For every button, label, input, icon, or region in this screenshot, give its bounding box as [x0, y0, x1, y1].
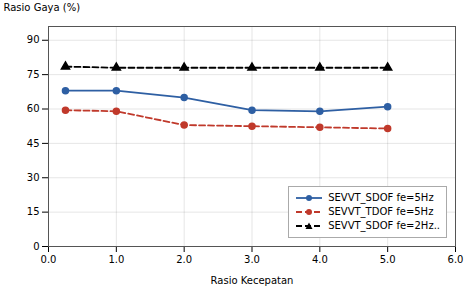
- svg-text:4.0: 4.0: [312, 254, 328, 265]
- svg-text:Rasio Kecepatan: Rasio Kecepatan: [211, 275, 294, 286]
- svg-text:Rasio Gaya (%): Rasio Gaya (%): [4, 2, 81, 13]
- svg-text:75: 75: [27, 69, 40, 80]
- svg-text:90: 90: [27, 34, 40, 45]
- svg-text:2.0: 2.0: [176, 254, 192, 265]
- svg-text:5.0: 5.0: [380, 254, 396, 265]
- svg-text:6.0: 6.0: [448, 254, 464, 265]
- svg-text:30: 30: [27, 172, 40, 183]
- svg-text:15: 15: [27, 206, 40, 217]
- html-text:SEVVT_SDOF fe=2Hz..: SEVVT_SDOF fe=2Hz..: [328, 220, 440, 231]
- html-text:SEVVT_TDOF fe=5Hz: SEVVT_TDOF fe=5Hz: [328, 206, 434, 217]
- svg-text:60: 60: [27, 103, 40, 114]
- svg-text:1.0: 1.0: [108, 254, 124, 265]
- svg-text:3.0: 3.0: [244, 254, 260, 265]
- html-text:SEVVT_SDOF fe=5Hz: SEVVT_SDOF fe=5Hz: [328, 192, 434, 203]
- svg-text:0: 0: [33, 241, 39, 252]
- svg-text:0.0: 0.0: [41, 254, 57, 265]
- svg-text:45: 45: [27, 138, 40, 149]
